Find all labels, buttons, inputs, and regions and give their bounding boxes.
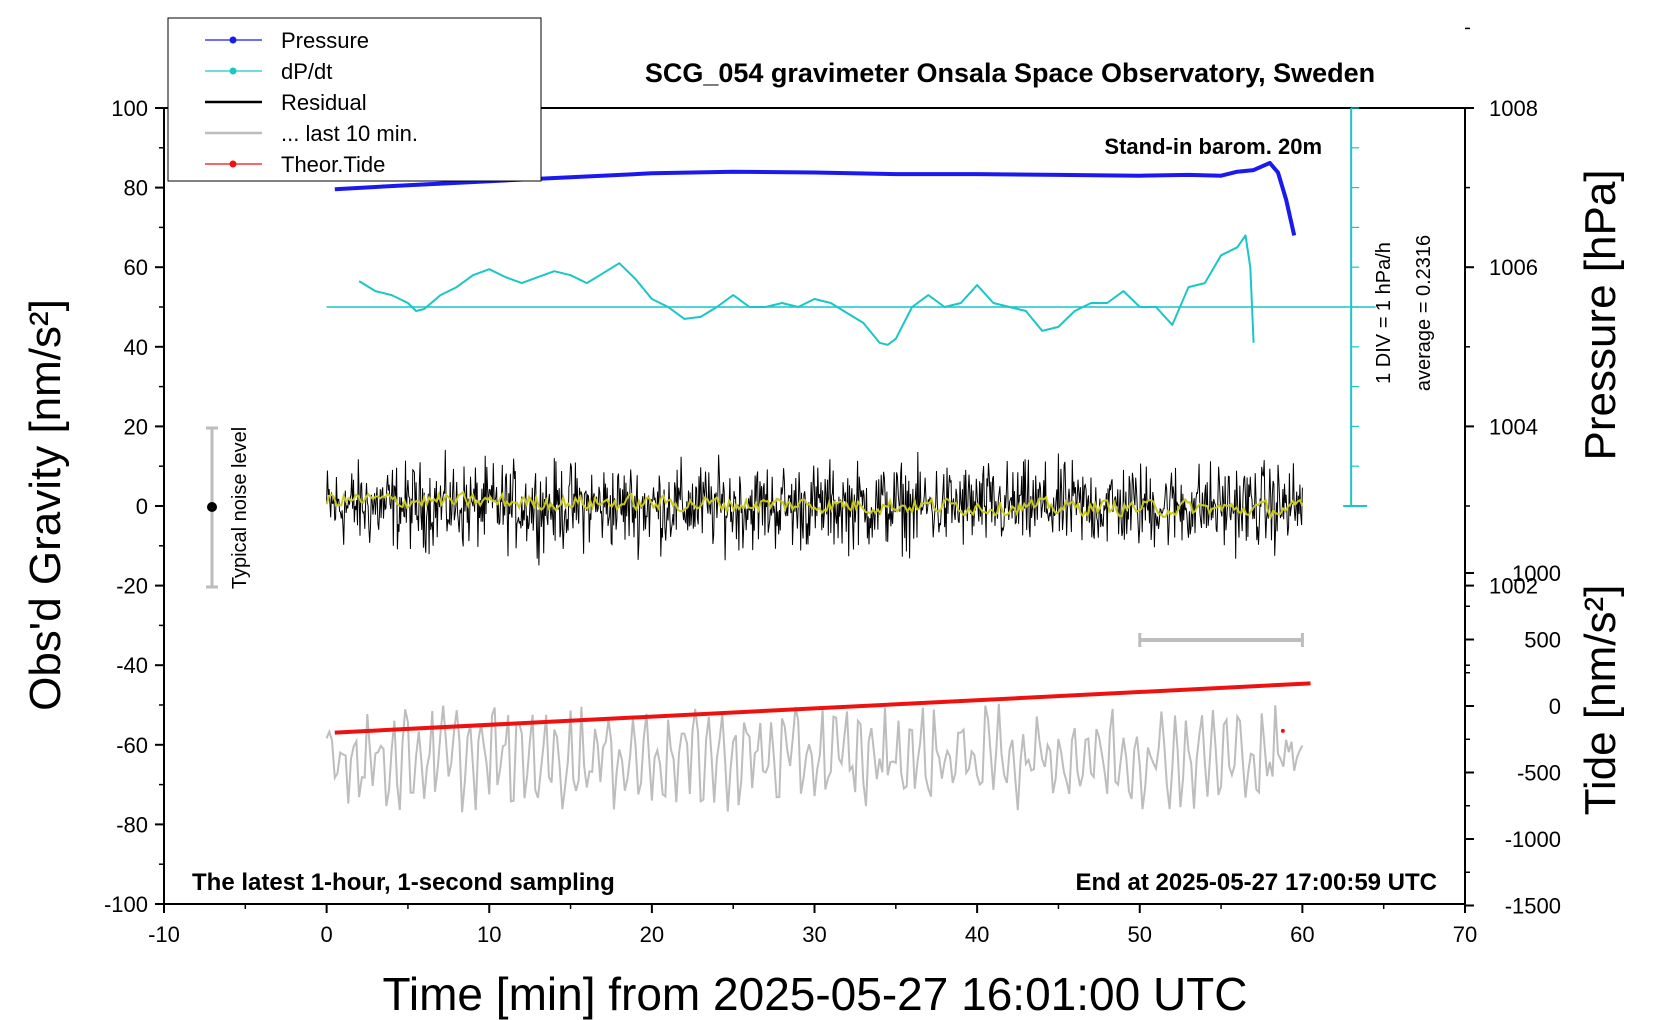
legend-item: Residual	[205, 90, 367, 115]
x-tick-label: 40	[965, 922, 989, 947]
x-tick-label: 10	[477, 922, 501, 947]
x-axis-label: Time [min] from 2025-05-27 16:01:00 UTC	[383, 968, 1248, 1020]
chart-title: SCG_054 gravimeter Onsala Space Observat…	[645, 58, 1375, 88]
average-label: average = 0.2316	[1413, 235, 1435, 391]
x-tick-label: 70	[1453, 922, 1477, 947]
window-note: The latest 1-hour, 1-second sampling	[192, 869, 615, 896]
x-tick-label: 20	[640, 922, 664, 947]
div-label: 1 DIV = 1 hPa/h	[1373, 242, 1395, 384]
y-tick-label: 60	[124, 255, 148, 280]
tide-tick-label: 1000	[1512, 561, 1561, 586]
dpdt-line	[358, 234, 1255, 346]
y-tick-label: -80	[116, 812, 148, 837]
last-10-min-line	[325, 703, 1304, 813]
x-tick-label: 30	[802, 922, 826, 947]
y-tick-label: -60	[116, 733, 148, 758]
legend-label: dP/dt	[281, 59, 332, 84]
x-tick-label: 0	[321, 922, 333, 947]
legend-marker	[229, 67, 237, 75]
legend-label: Pressure	[281, 28, 369, 53]
legend-item: Pressure	[205, 28, 369, 53]
x-tick-label: -10	[148, 922, 180, 947]
pressure-line	[334, 160, 1297, 236]
pressure-tick-label: 1004	[1489, 414, 1538, 439]
barometer-note: Stand-in barom. 20m	[1104, 134, 1322, 159]
legend-item: ... last 10 min.	[205, 121, 418, 146]
legend: Pressure dP/dt Residual ... last 10 min. The…	[167, 17, 542, 182]
y-axis-label-tide: Tide [nm/s²]	[1576, 585, 1625, 816]
x-tick-label: 60	[1290, 922, 1314, 947]
y-axis-label-pressure: Pressure [hPa]	[1576, 169, 1625, 460]
tide-tick-label: -500	[1517, 761, 1561, 786]
y-tick-label: 100	[111, 96, 148, 121]
end-time-note: End at 2025-05-27 17:00:59 UTC	[1076, 869, 1438, 896]
pressure-tick-label: 1002	[1489, 574, 1538, 599]
y-tick-label: -20	[116, 574, 148, 599]
y-tick-label: 0	[136, 494, 148, 519]
legend-marker	[229, 160, 237, 168]
x-tick-label: 50	[1128, 922, 1152, 947]
residual-smoothed-line	[325, 490, 1304, 520]
pressure-tick-label: 1008	[1489, 96, 1538, 121]
noise-label: Typical noise level	[229, 427, 251, 589]
legend-label: Residual	[281, 90, 367, 115]
tide-marker-dot	[1280, 728, 1285, 733]
y-tick-label: -40	[116, 653, 148, 678]
legend-label: ... last 10 min.	[281, 121, 418, 146]
theoretical-tide-line	[334, 681, 1311, 735]
legend-item: Theor.Tide	[205, 152, 385, 177]
tide-tick-label: 0	[1549, 694, 1561, 719]
y-tick-label: 20	[124, 414, 148, 439]
legend-label: Theor.Tide	[281, 152, 385, 177]
y-axis-label-left: Obs'd Gravity [nm/s²]	[21, 299, 70, 711]
legend-item: dP/dt	[205, 59, 332, 84]
y-tick-label: 80	[124, 176, 148, 201]
noise-level-bar	[206, 426, 218, 589]
tide-tick-label: -1000	[1505, 827, 1561, 852]
residual-line	[326, 449, 1303, 566]
y-tick-label: 40	[124, 335, 148, 360]
tide-tick-label: 500	[1524, 628, 1561, 653]
legend-marker	[229, 36, 237, 44]
tide-tick-label: -1500	[1505, 894, 1561, 919]
pressure-tick-label: 1006	[1489, 255, 1538, 280]
y-tick-label: -100	[104, 892, 148, 917]
